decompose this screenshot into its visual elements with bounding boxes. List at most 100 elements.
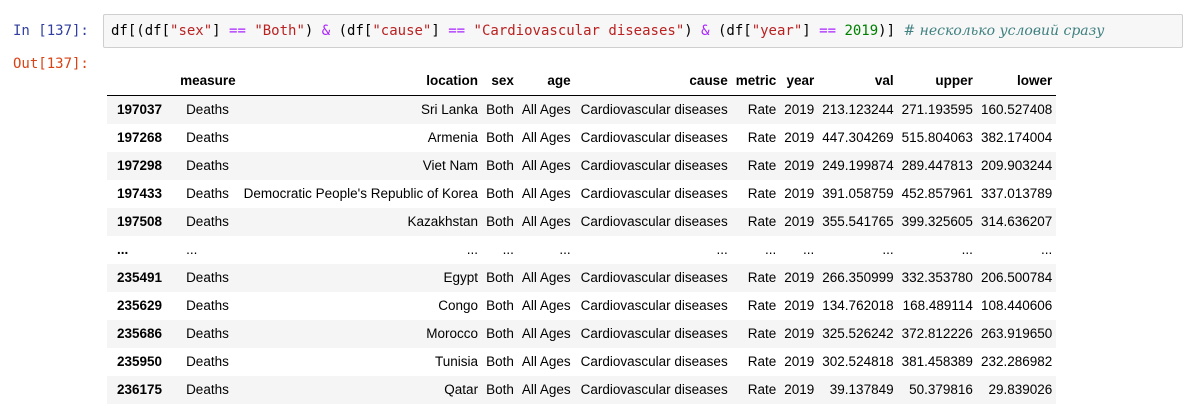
row-index: 197433 <box>117 186 163 201</box>
cell-year: 2019 <box>784 186 815 201</box>
code-cell[interactable]: df[(df["sex"] == "Both") & (df["cause"] … <box>103 14 1183 48</box>
cell-upper: 289.447813 <box>901 158 973 173</box>
cell-val: 355.541765 <box>822 214 894 229</box>
cell-sex: Both <box>486 382 514 397</box>
code-string: "sex" <box>170 23 213 39</box>
cell-year: 2019 <box>784 298 815 313</box>
cell-location: Tunisia <box>435 354 479 369</box>
cell-upper: ... <box>961 242 973 257</box>
cell-measure: Deaths <box>186 186 229 201</box>
cell-year: 2019 <box>784 102 815 117</box>
cell-measure: Deaths <box>186 214 229 229</box>
row-index: 235686 <box>117 326 163 341</box>
column-header-year: year <box>780 66 819 96</box>
cell-measure: ... <box>186 242 198 257</box>
cell-location: Democratic People's Republic of Korea <box>243 186 479 201</box>
cell-val: 447.304269 <box>822 130 894 145</box>
cell-year: ... <box>803 242 815 257</box>
cell-metric: Rate <box>747 354 777 369</box>
table-body: 197037 Deaths Sri Lanka Both All Ages Cardiov… <box>107 95 1057 404</box>
ellipsis-row: ................................. <box>107 236 1057 264</box>
cell-cause: Cardiovascular diseases <box>580 130 728 145</box>
cell-age: ... <box>559 242 571 257</box>
cell-location: Qatar <box>444 382 479 397</box>
column-header-val: val <box>818 66 898 96</box>
code-comment: # несколько условий сразу <box>903 23 1105 39</box>
cell-age: All Ages <box>521 326 571 341</box>
cell-metric: ... <box>764 242 777 257</box>
cell-val: 391.058759 <box>822 186 894 201</box>
cell-sex: Both <box>486 158 514 173</box>
cell-val: 325.526242 <box>822 326 894 341</box>
column-header-metric: metric <box>731 66 781 96</box>
dataframe-table: measure location sex age cause metric year val u… <box>107 66 1057 404</box>
cell-metric: Rate <box>747 382 777 397</box>
cell-metric: Rate <box>747 130 777 145</box>
cell-val: 134.762018 <box>822 298 894 313</box>
cell-age: All Ages <box>521 298 571 313</box>
cell-cause: Cardiovascular diseases <box>580 186 728 201</box>
code-token: ) <box>684 23 702 39</box>
cell-location: Armenia <box>427 130 479 145</box>
cell-lower: 382.174004 <box>980 130 1053 145</box>
code-token: ] <box>802 23 820 39</box>
cell-measure: Deaths <box>186 102 229 117</box>
cell-sex: Both <box>486 298 514 313</box>
code-token: ] <box>212 23 230 39</box>
code-string: "year" <box>751 23 803 39</box>
code-operator: == <box>448 23 466 39</box>
cell-sex: Both <box>486 214 514 229</box>
cell-upper: 452.857961 <box>901 186 973 201</box>
code-string: "Both" <box>254 23 305 39</box>
cell-location: Congo <box>438 298 479 313</box>
cell-sex: Both <box>486 130 514 145</box>
cell-measure: Deaths <box>186 298 229 313</box>
cell-metric: Rate <box>747 158 777 173</box>
cell-location: Kazakhstan <box>407 214 479 229</box>
cell-measure: Deaths <box>186 354 229 369</box>
cell-val: ... <box>882 242 894 257</box>
code-token: )] <box>878 23 904 39</box>
cell-metric: Rate <box>747 298 777 313</box>
cell-upper: 168.489114 <box>902 298 973 313</box>
row-index: 235629 <box>117 298 163 313</box>
table-row: 197037 Deaths Sri Lanka Both All Ages Cardiov… <box>107 95 1057 124</box>
cell-year: 2019 <box>784 158 815 173</box>
cell-upper: 381.458389 <box>901 354 973 369</box>
cell-upper: 332.353780 <box>901 270 973 285</box>
cell-lower: 160.527408 <box>980 102 1053 117</box>
cell-cause: Cardiovascular diseases <box>580 158 728 173</box>
cell-year: 2019 <box>784 130 815 145</box>
header-row: measure location sex age cause metric year val u… <box>107 66 1057 96</box>
cell-age: All Ages <box>521 354 571 369</box>
code-number: 2019 <box>844 23 879 39</box>
cell-upper: 271.193595 <box>901 102 973 117</box>
cell-year: 2019 <box>784 354 815 369</box>
code-operator: & <box>701 23 710 39</box>
cell-year: 2019 <box>784 270 815 285</box>
cell-upper: 399.325605 <box>901 214 973 229</box>
cell-val: 213.123244 <box>822 102 894 117</box>
table-row: 235686 Deaths Morocco Both All Ages Cardiovas… <box>107 320 1057 348</box>
in-prompt: In [137]: <box>13 23 89 39</box>
cell-sex: Both <box>486 186 514 201</box>
cell-cause: ... <box>716 242 728 257</box>
code-token: ] <box>431 23 449 39</box>
code-operator: == <box>229 23 246 39</box>
row-index: ... <box>117 242 129 257</box>
cell-lower: 314.636207 <box>980 214 1053 229</box>
table-row: 235491 Deaths Egypt Both All Ages Cardiovascu… <box>107 264 1057 292</box>
cell-year: 2019 <box>784 326 815 341</box>
table-row: 197508 Deaths Kazakhstan Both All Ages Cardio… <box>107 208 1057 236</box>
column-header-upper: upper <box>897 66 977 96</box>
cell-lower: 206.500784 <box>980 270 1053 285</box>
cell-measure: Deaths <box>186 130 229 145</box>
cell-year: 2019 <box>784 382 815 397</box>
column-header-age: age <box>517 66 575 96</box>
code-operator: & <box>321 23 331 39</box>
column-header-measure: measure <box>176 66 240 96</box>
code-token: ) <box>304 23 322 39</box>
row-index: 197298 <box>117 158 163 173</box>
cell-location: Viet Nam <box>422 158 479 173</box>
code-token: (df[ <box>709 23 752 39</box>
